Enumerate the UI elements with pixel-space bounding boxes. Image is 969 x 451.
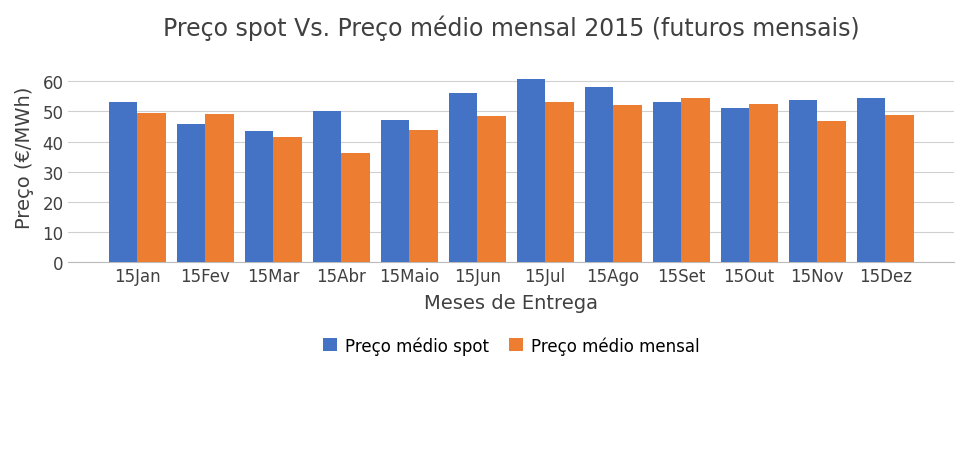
- Title: Preço spot Vs. Preço médio mensal 2015 (futuros mensais): Preço spot Vs. Preço médio mensal 2015 (…: [163, 15, 860, 41]
- Bar: [857, 99, 885, 262]
- Bar: [681, 99, 709, 262]
- Bar: [341, 153, 370, 262]
- Bar: [817, 122, 846, 262]
- X-axis label: Meses de Entrega: Meses de Entrega: [424, 294, 598, 313]
- Bar: [789, 101, 817, 262]
- Bar: [381, 121, 409, 262]
- Bar: [885, 116, 914, 262]
- Bar: [516, 80, 546, 262]
- Bar: [721, 109, 749, 262]
- Bar: [652, 102, 681, 262]
- Bar: [409, 131, 438, 262]
- Bar: [613, 106, 641, 262]
- Bar: [449, 94, 477, 262]
- Legend: Preço médio spot, Preço médio mensal: Preço médio spot, Preço médio mensal: [317, 330, 705, 362]
- Bar: [546, 102, 574, 262]
- Bar: [749, 105, 778, 262]
- Bar: [273, 138, 301, 262]
- Y-axis label: Preço (€/MWh): Preço (€/MWh): [15, 86, 34, 228]
- Bar: [176, 125, 205, 262]
- Bar: [109, 103, 138, 262]
- Bar: [205, 115, 234, 262]
- Bar: [244, 132, 273, 262]
- Bar: [313, 112, 341, 262]
- Bar: [477, 116, 506, 262]
- Bar: [584, 88, 613, 262]
- Bar: [138, 113, 166, 262]
